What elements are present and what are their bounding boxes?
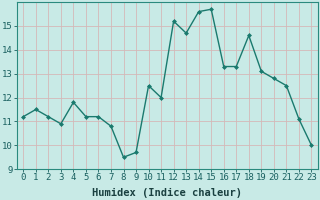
X-axis label: Humidex (Indice chaleur): Humidex (Indice chaleur) — [92, 188, 242, 198]
